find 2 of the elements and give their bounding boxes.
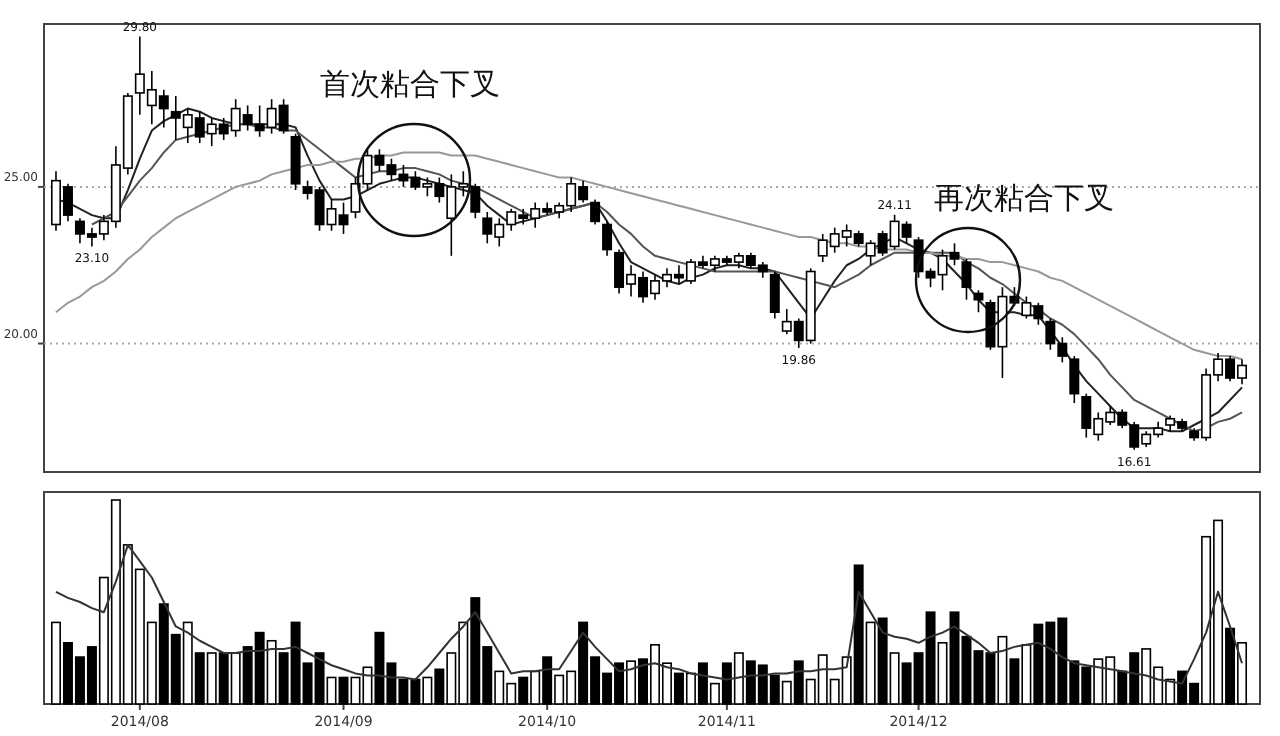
annotation: 再次粘合下叉 xyxy=(934,180,1114,216)
annotation: 首次粘合下叉 xyxy=(320,66,500,102)
